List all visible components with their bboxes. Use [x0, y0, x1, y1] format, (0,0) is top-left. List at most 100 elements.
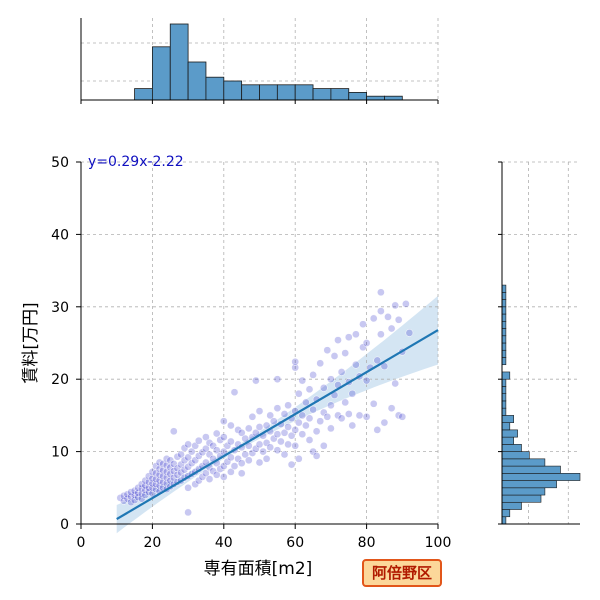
- regression-equation: y=0.29x-2.22: [88, 154, 184, 170]
- scatter-point: [212, 470, 221, 479]
- hist-bar-y: [501, 407, 507, 416]
- hist-bar-x: [205, 76, 225, 101]
- scatter-point: [377, 330, 385, 339]
- scatter-point: [373, 356, 382, 365]
- x-tick-label: 40: [215, 535, 233, 551]
- y-axis-label: 賃料[万円]: [21, 302, 41, 383]
- y-tick-label: 0: [60, 517, 69, 533]
- hist-bar-x: [330, 88, 350, 101]
- scatter-point: [284, 440, 292, 449]
- scatter-point: [387, 324, 396, 333]
- scatter-point: [384, 313, 392, 321]
- scatter-point: [227, 421, 235, 430]
- scatter-point: [405, 329, 414, 337]
- hist-bar-x: [169, 23, 189, 101]
- hist-bar-y: [501, 284, 507, 293]
- scatter-point: [280, 428, 289, 437]
- scatter-point: [184, 453, 192, 462]
- scatter-point: [205, 475, 214, 483]
- scatter-point: [302, 421, 310, 430]
- scatter-point: [255, 423, 264, 431]
- regression-line: [116, 329, 439, 521]
- scatter-point: [184, 508, 192, 517]
- x-axis-label: 専有面積[m2]: [204, 559, 313, 579]
- hist-bar-x: [134, 88, 153, 101]
- hist-bar-x: [259, 84, 278, 101]
- scatter-point: [244, 424, 253, 433]
- scatter-point: [273, 404, 282, 413]
- scatter-point: [173, 452, 182, 461]
- scatter-point: [291, 363, 300, 372]
- scatter-point: [184, 440, 192, 449]
- y-tick-label: 40: [51, 227, 69, 243]
- scatter-point: [344, 333, 353, 342]
- scatter-point: [202, 433, 210, 441]
- scatter-point: [327, 401, 335, 410]
- scatter-point: [298, 411, 307, 420]
- scatter-point: [398, 412, 407, 421]
- scatter-point: [237, 459, 246, 468]
- scatter-point: [305, 414, 314, 423]
- scatter-point: [305, 385, 314, 394]
- hist-bar-y: [501, 473, 581, 481]
- scatter-point: [287, 460, 296, 469]
- scatter-point: [394, 315, 403, 324]
- scatter-point: [302, 398, 310, 407]
- scatter-point: [377, 307, 385, 315]
- hist-bar-x: [348, 92, 368, 101]
- hist-bar-x: [151, 46, 171, 101]
- hist-bar-y: [501, 509, 511, 518]
- y-tick-label: 50: [51, 155, 69, 171]
- scatter-point: [187, 447, 196, 456]
- scatter-point: [327, 375, 335, 384]
- scatter-point: [369, 399, 378, 408]
- hist-bar-y: [501, 328, 507, 337]
- scatter-point: [291, 426, 300, 434]
- y-tick-label: 20: [51, 372, 69, 388]
- hist-bar-y: [501, 299, 507, 308]
- scatter-point: [377, 288, 385, 297]
- scatter-point: [262, 454, 271, 463]
- scatter-point: [241, 450, 250, 459]
- scatter-point: [305, 436, 314, 444]
- scatter-point: [316, 417, 325, 426]
- hist-bar-y: [501, 371, 511, 380]
- hist-bar-y: [501, 378, 507, 387]
- scatter-point: [287, 431, 296, 440]
- scatter-point: [266, 411, 275, 420]
- scatter-point: [269, 417, 278, 426]
- hist-bar-x: [223, 80, 243, 101]
- hist-bar-x: [294, 84, 314, 101]
- scatter-point: [352, 360, 360, 369]
- scatter-point: [169, 427, 178, 436]
- scatter-point: [298, 430, 307, 439]
- scatter-point: [280, 450, 289, 459]
- scatter-point: [194, 436, 203, 445]
- axes-layer: 0 20 40 60 80 100 0 10 20 30 40 50: [51, 155, 451, 551]
- scatter-point: [323, 412, 332, 421]
- scatter-point: [294, 454, 303, 463]
- scatter-point: [387, 404, 396, 413]
- scatter-point: [277, 437, 285, 446]
- x-tick-label: 80: [358, 535, 376, 551]
- scatter-point: [337, 414, 346, 423]
- district-badge: 阿倍野区: [362, 559, 442, 587]
- scatter-point: [334, 336, 342, 344]
- hist-bar-y: [501, 429, 518, 438]
- hist-bar-x: [384, 95, 403, 101]
- hist-bar-y: [501, 501, 522, 510]
- scatter-point: [294, 418, 303, 427]
- scatter-point: [402, 300, 410, 308]
- scatter-point: [273, 446, 282, 455]
- x-tick-label: 100: [425, 535, 452, 551]
- scatter-point: [294, 389, 303, 398]
- scatter-point: [319, 384, 328, 392]
- scatter-point: [316, 359, 325, 368]
- scatter-point: [330, 352, 339, 360]
- scatter-point: [173, 470, 182, 479]
- scatter-point: [202, 469, 210, 478]
- hist-bar-y: [501, 415, 514, 423]
- scatter-point: [341, 349, 350, 357]
- scatter-point: [348, 421, 357, 430]
- hist-bar-y: [501, 458, 546, 467]
